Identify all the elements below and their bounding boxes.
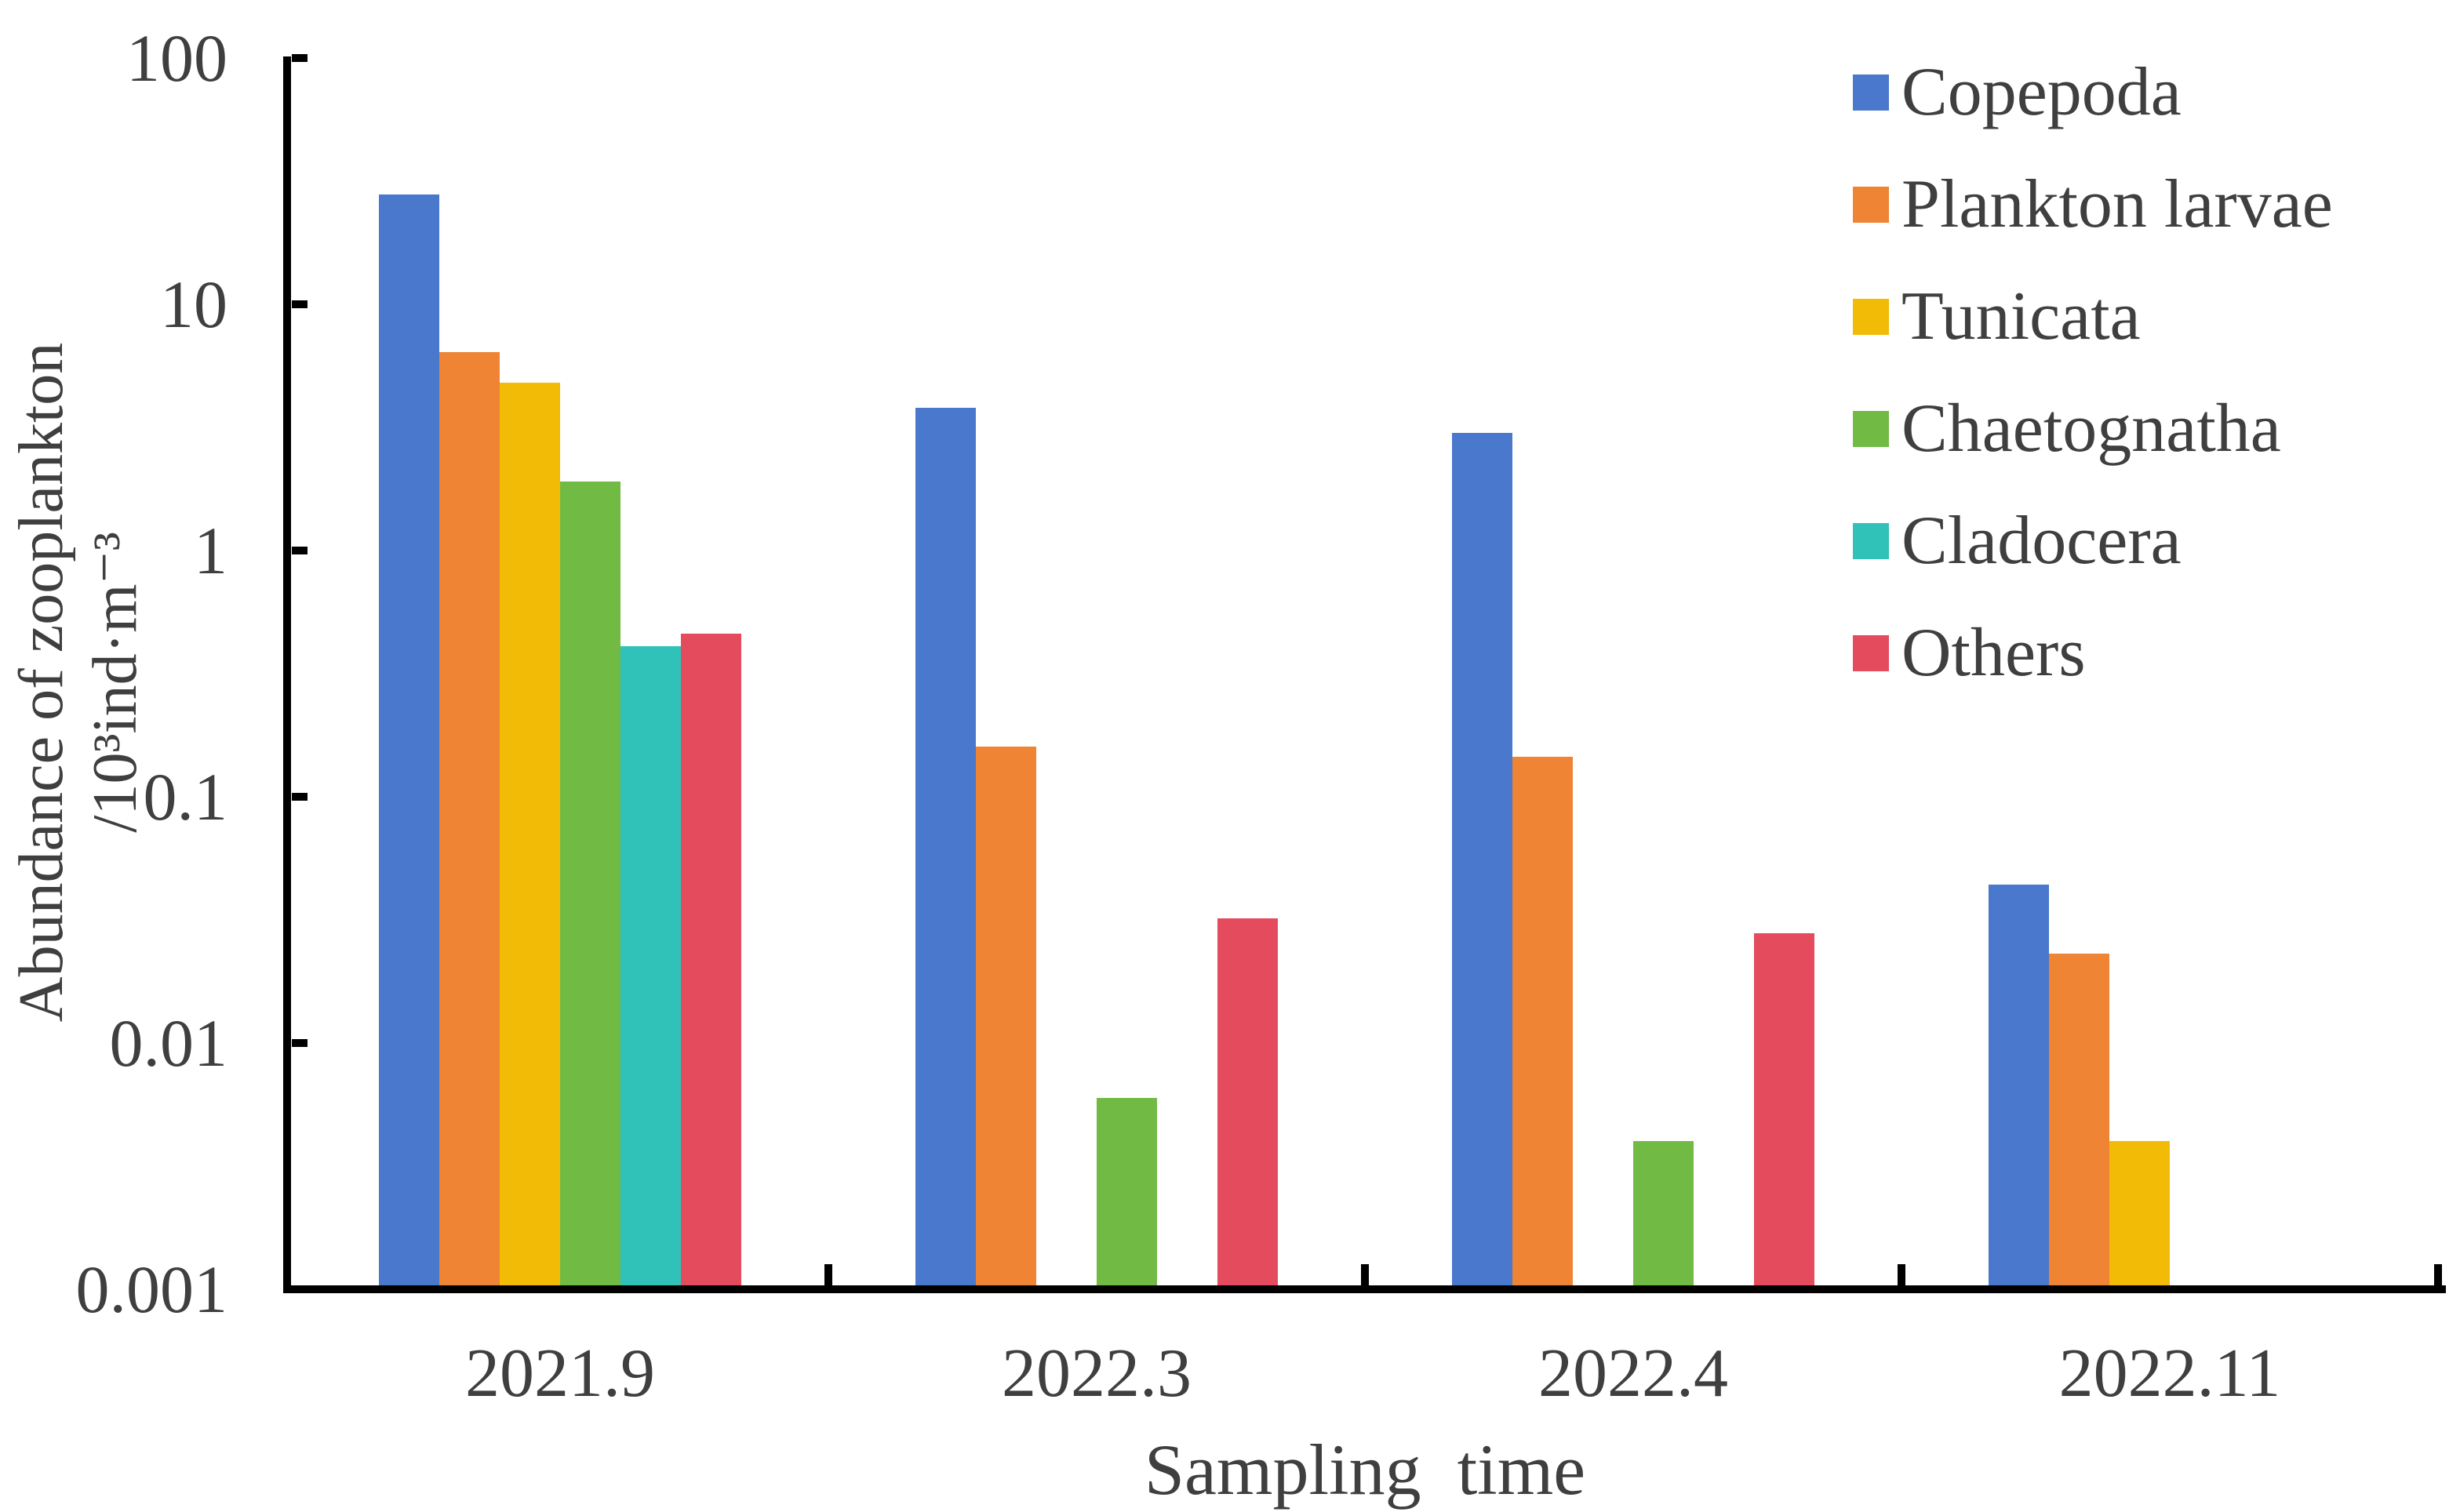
y-axis-line (283, 56, 291, 1293)
legend-label: Copepoda (1901, 54, 2182, 130)
y-tick-label: 0.1 (143, 759, 228, 834)
y-tick-label: 0.001 (75, 1252, 228, 1327)
y-tick (292, 547, 308, 554)
legend-item-cladocera: Cladocera (1853, 497, 2182, 585)
bar-tunicata-2021.9 (500, 383, 560, 1289)
y-tick-label: 0.01 (109, 1005, 228, 1081)
legend-item-copepoda: Copepoda (1853, 49, 2182, 136)
bar-copepoda-2021.9 (379, 194, 439, 1289)
bar-cladocera-2021.9 (620, 645, 681, 1289)
x-axis-line (283, 1285, 2446, 1293)
legend-swatch-icon (1853, 299, 1889, 335)
y-axis-title: Abundance of zooplankton /10³ind·m⁻³ (5, 343, 152, 1022)
bar-plankton-larvae-2022.4 (1512, 757, 1573, 1289)
bar-tunicata-2022.11 (2109, 1140, 2170, 1289)
x-tick (1898, 1264, 1905, 1285)
bar-plankton-larvae-2021.9 (439, 351, 500, 1289)
legend-swatch-icon (1853, 187, 1889, 223)
bar-others-2022.4 (1754, 932, 1814, 1289)
legend-label: Chaetognatha (1901, 391, 2281, 467)
y-tick-label: 100 (126, 20, 227, 96)
x-tick-label-2022.3: 2022.3 (1002, 1336, 1192, 1412)
bar-chaetognatha-2022.4 (1633, 1140, 1694, 1289)
y-tick-label: 1 (194, 513, 227, 588)
bar-chaetognatha-2021.9 (560, 482, 620, 1289)
legend-swatch-icon (1853, 75, 1889, 111)
legend-label: Plankton larvae (1901, 166, 2333, 242)
x-tick (2434, 1264, 2442, 1285)
bar-others-2022.3 (1217, 918, 1278, 1289)
legend-swatch-icon (1853, 523, 1889, 559)
bar-copepoda-2022.4 (1452, 433, 1512, 1289)
y-axis-title-line2: /10³ind·m⁻³ (81, 532, 150, 833)
bar-others-2021.9 (681, 633, 741, 1289)
y-tick (292, 54, 308, 62)
x-tick-label-2022.11: 2022.11 (2058, 1336, 2281, 1412)
x-tick (1361, 1264, 1369, 1285)
legend-label: Others (1901, 615, 2086, 691)
bar-plankton-larvae-2022.11 (2049, 954, 2109, 1289)
y-tick-label: 10 (160, 267, 227, 342)
legend-swatch-icon (1853, 411, 1889, 447)
bar-copepoda-2022.11 (1989, 884, 2049, 1289)
legend-label: Tunicata (1901, 278, 2141, 354)
legend-item-chaetognatha: Chaetognatha (1853, 385, 2281, 473)
x-tick-label-2022.4: 2022.4 (1538, 1336, 1728, 1412)
legend-item-plankton-larvae: Plankton larvae (1853, 161, 2333, 249)
x-tick (824, 1264, 832, 1285)
legend-label: Cladocera (1901, 503, 2182, 579)
y-tick (292, 793, 308, 801)
bar-plankton-larvae-2022.3 (976, 746, 1036, 1289)
legend-item-others: Others (1853, 609, 2086, 697)
y-axis-title-line1: Abundance of zooplankton (7, 342, 76, 1023)
legend-item-tunicata: Tunicata (1853, 273, 2141, 361)
x-tick-label-2021.9: 2021.9 (465, 1336, 655, 1412)
bar-chaetognatha-2022.3 (1097, 1097, 1157, 1289)
legend-swatch-icon (1853, 635, 1889, 671)
y-tick (292, 300, 308, 308)
bar-copepoda-2022.3 (915, 407, 976, 1289)
x-axis-title: Sampling time (1144, 1430, 1586, 1510)
y-tick (292, 1039, 308, 1047)
